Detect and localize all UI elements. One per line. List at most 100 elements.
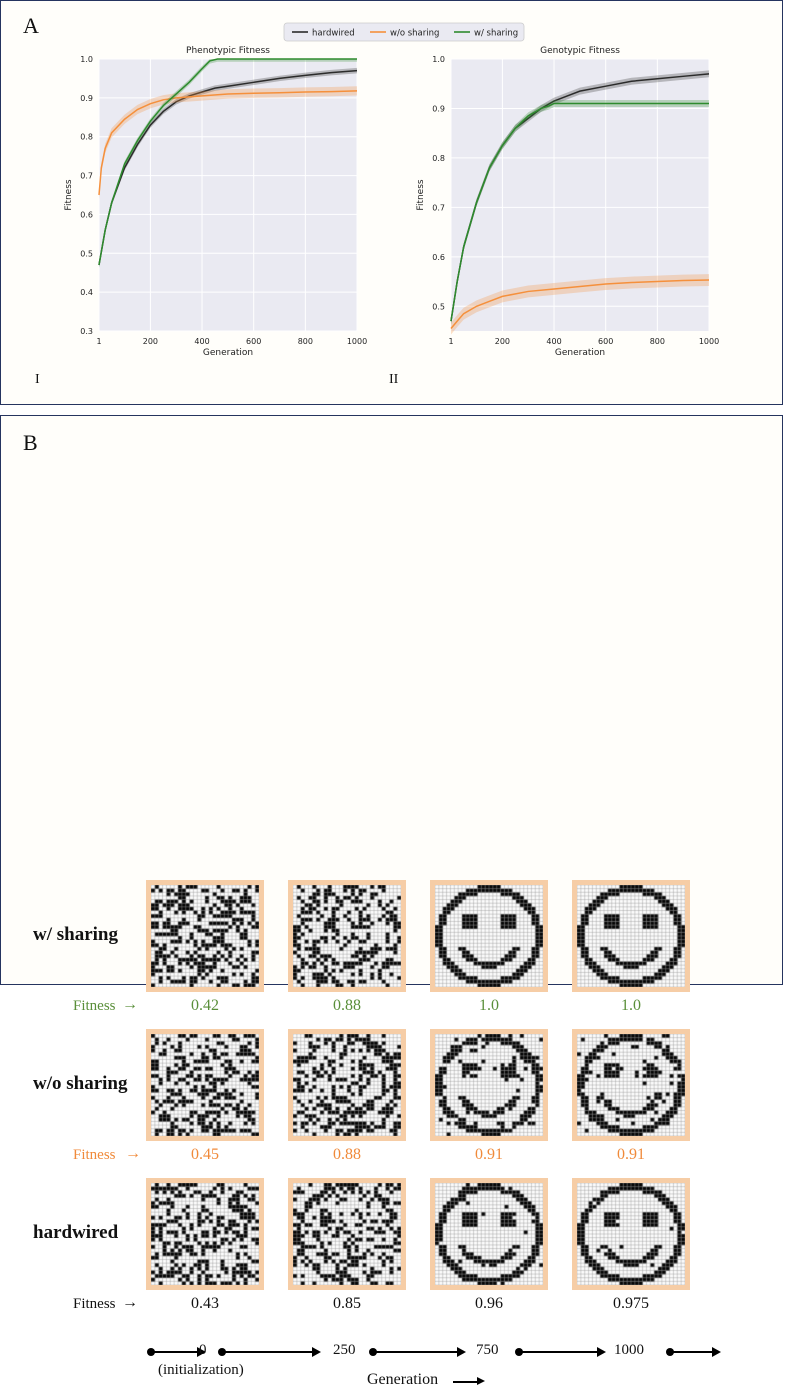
grid-image	[430, 1029, 548, 1141]
pixel-grid	[293, 1183, 401, 1285]
fitness-charts: 0.3 0.4 0.5 0.6 0.7 0.8 0.9 1.0 1 200 400 600 800 100…	[35, 22, 719, 387]
grid-image	[572, 880, 690, 992]
chart-title: Phenotypic Fitness	[186, 46, 270, 56]
arrow-icon	[712, 1347, 721, 1357]
fitness-value: 0.96	[475, 1295, 503, 1312]
x-tick-label: 400	[194, 337, 209, 346]
arrow-icon	[597, 1347, 606, 1357]
y-tick-label: 0.4	[80, 288, 93, 297]
timeline-arrow-line	[373, 1351, 459, 1353]
grid-image	[146, 880, 264, 992]
grid-image	[146, 1029, 264, 1141]
fitness-value: 0.91	[617, 1146, 645, 1163]
x-tick-label: 1	[448, 337, 453, 346]
panel-b-letter: B	[23, 430, 38, 455]
y-tick-label: 1.0	[432, 55, 445, 64]
fitness-value: 0.45	[191, 1146, 219, 1163]
grid-image	[288, 1029, 406, 1141]
y-tick-label: 0.7	[432, 203, 445, 212]
x-tick-label: 800	[298, 337, 313, 346]
y-tick-label: 0.6	[432, 253, 445, 262]
x-axis-label: Generation	[203, 348, 253, 358]
fitness-value: 0.43	[191, 1295, 219, 1312]
generation-tick: 750	[476, 1342, 499, 1358]
arrow-icon	[312, 1347, 321, 1357]
y-tick-label: 0.3	[80, 327, 93, 336]
y-tick-label: 1.0	[80, 55, 93, 64]
x-tick-label: 200	[143, 337, 158, 346]
chart-roman-label: II	[389, 372, 399, 387]
legend-entry-wo-sharing: w/o sharing	[390, 29, 439, 39]
pixel-grid	[435, 1034, 543, 1136]
arrow-icon	[457, 1347, 466, 1357]
generation-tick: 0	[199, 1342, 207, 1358]
y-tick-label: 0.9	[432, 104, 445, 113]
x-axis-label: Generation	[555, 348, 605, 358]
row-label: w/ sharing	[33, 924, 118, 945]
legend-entry-w-sharing: w/ sharing	[474, 29, 518, 39]
generation-label: Generation	[367, 1371, 439, 1388]
fitness-label: Fitness	[73, 1296, 116, 1312]
panel-b: B w/ sharing Fitness → 0.42 0.88 1.0 1.0 w/o sh…	[0, 415, 783, 1388]
fitness-value: 0.91	[475, 1146, 503, 1163]
series-line-hardwired	[98, 69, 358, 266]
arrow-icon: →	[122, 996, 138, 1013]
initialization-label: (initialization)	[158, 1362, 244, 1378]
fitness-label: Fitness	[73, 1147, 116, 1163]
x-tick-label: 800	[650, 337, 665, 346]
x-tick-label: 600	[246, 337, 261, 346]
fitness-value: 1.0	[621, 997, 641, 1014]
legend-entry-hardwired: hardwired	[312, 29, 355, 39]
grid-image	[288, 1178, 406, 1290]
chart-title: Genotypic Fitness	[540, 46, 620, 56]
pixel-grid	[435, 1183, 543, 1285]
grid-image	[430, 880, 548, 992]
y-axis-label: Fitness	[416, 179, 426, 210]
fitness-value: 0.975	[613, 1295, 649, 1312]
panel-a: A 0.3 0.4 0.5 0.6 0.7 0.8 0.9 1.0 1 200 400 600 800 1…	[0, 0, 783, 405]
pixel-grid	[435, 885, 543, 987]
x-tick-label: 1	[96, 337, 101, 346]
y-tick-label: 0.6	[80, 210, 93, 219]
grid-image	[572, 1029, 690, 1141]
pixel-grid	[151, 1034, 259, 1136]
x-tick-label: 400	[546, 337, 561, 346]
pixel-grid	[293, 885, 401, 987]
timeline-arrow-line	[519, 1351, 599, 1353]
grid-image	[572, 1178, 690, 1290]
timeline-arrow-line	[151, 1351, 199, 1353]
arrow-icon	[477, 1377, 485, 1385]
panel-a-letter: A	[23, 13, 39, 38]
plot-area-2	[451, 59, 709, 331]
x-tick-label: 200	[495, 337, 510, 346]
pixel-grid	[577, 1034, 685, 1136]
chart-roman-label: I	[35, 372, 40, 387]
ci-band-wo-sharing	[451, 274, 709, 335]
series-line-wo-sharing	[450, 279, 710, 330]
fitness-value: 0.42	[191, 997, 219, 1014]
row-label: w/o sharing	[33, 1073, 128, 1094]
x-tick-label: 1000	[699, 337, 719, 346]
pixel-grid	[293, 1034, 401, 1136]
legend	[283, 22, 525, 42]
pixel-grid	[577, 1183, 685, 1285]
grid-image	[288, 880, 406, 992]
series-line-w-sharing	[450, 102, 709, 322]
pixel-grid	[151, 1183, 259, 1285]
y-tick-label: 0.8	[432, 154, 445, 163]
fitness-label: Fitness	[73, 998, 116, 1014]
arrow-icon: →	[125, 1145, 141, 1162]
fitness-value: 0.88	[333, 1146, 361, 1163]
timeline-arrow-line	[222, 1351, 314, 1353]
y-tick-label: 0.9	[80, 94, 93, 103]
y-tick-label: 0.5	[432, 302, 445, 311]
timeline-arrow-line	[670, 1351, 714, 1353]
pixel-grid	[151, 885, 259, 987]
series-line-w-sharing	[98, 58, 357, 266]
y-tick-label: 0.7	[80, 172, 93, 181]
generation-tick: 250	[333, 1342, 356, 1358]
x-tick-label: 600	[598, 337, 613, 346]
fitness-value: 1.0	[479, 997, 499, 1014]
arrow-icon: →	[122, 1294, 138, 1311]
row-label: hardwired	[33, 1222, 119, 1243]
